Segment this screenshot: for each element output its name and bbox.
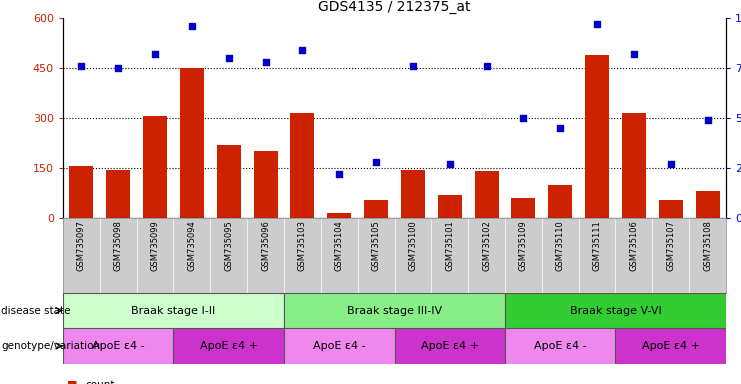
Bar [328, 213, 351, 218]
Bar [616, 328, 726, 364]
Text: Braak stage V-VI: Braak stage V-VI [570, 306, 662, 316]
Bar [438, 195, 462, 218]
Text: GSM735099: GSM735099 [150, 220, 159, 271]
Text: ■: ■ [67, 380, 77, 384]
Text: ApoE ε4 -: ApoE ε4 - [313, 341, 365, 351]
Text: GSM735108: GSM735108 [703, 220, 712, 271]
Text: GSM735109: GSM735109 [519, 220, 528, 271]
Text: disease state: disease state [1, 306, 71, 316]
Bar [364, 200, 388, 218]
Text: GSM735106: GSM735106 [629, 220, 639, 271]
Point [76, 63, 87, 69]
Text: GSM735100: GSM735100 [408, 220, 417, 271]
Bar [290, 113, 314, 218]
Point [223, 55, 235, 61]
Bar [511, 198, 536, 218]
Bar [217, 145, 241, 218]
Bar [70, 166, 93, 218]
Bar [622, 113, 646, 218]
Text: GSM735103: GSM735103 [298, 220, 307, 271]
Text: GSM735110: GSM735110 [556, 220, 565, 271]
Point [444, 161, 456, 167]
Bar [106, 170, 130, 218]
Bar [63, 293, 284, 328]
Point [370, 159, 382, 165]
Bar [63, 328, 173, 364]
Text: GSM735096: GSM735096 [261, 220, 270, 271]
Text: ApoE ε4 -: ApoE ε4 - [534, 341, 587, 351]
Text: GSM735105: GSM735105 [371, 220, 381, 271]
Point [591, 21, 603, 27]
Text: GSM735095: GSM735095 [225, 220, 233, 271]
Point [296, 47, 308, 53]
Bar [475, 171, 499, 218]
Text: GSM735094: GSM735094 [187, 220, 196, 271]
Text: count: count [85, 380, 115, 384]
Text: ApoE ε4 +: ApoE ε4 + [421, 341, 479, 351]
Text: GSM735102: GSM735102 [482, 220, 491, 271]
Bar [180, 68, 204, 218]
Point [665, 161, 677, 167]
Bar [659, 200, 682, 218]
Point [554, 125, 566, 131]
Text: GSM735098: GSM735098 [114, 220, 123, 271]
Point [149, 51, 161, 57]
Point [481, 63, 493, 69]
Text: genotype/variation: genotype/variation [1, 341, 101, 351]
Text: GSM735101: GSM735101 [445, 220, 454, 271]
Bar [173, 328, 284, 364]
Bar [284, 293, 505, 328]
Text: GDS4135 / 212375_at: GDS4135 / 212375_at [318, 0, 471, 14]
Point [702, 117, 714, 123]
Point [259, 59, 271, 65]
Text: GSM735097: GSM735097 [77, 220, 86, 271]
Bar [401, 170, 425, 218]
Bar [394, 328, 505, 364]
Bar [284, 328, 394, 364]
Text: Braak stage III-IV: Braak stage III-IV [347, 306, 442, 316]
Point [407, 63, 419, 69]
Bar [505, 293, 726, 328]
Bar [696, 191, 720, 218]
Point [517, 115, 529, 121]
Text: GSM735107: GSM735107 [666, 220, 675, 271]
Bar [505, 328, 616, 364]
Text: ApoE ε4 +: ApoE ε4 + [642, 341, 700, 351]
Bar [143, 116, 167, 218]
Text: GSM735111: GSM735111 [593, 220, 602, 271]
Point [186, 23, 198, 29]
Bar [585, 55, 609, 218]
Text: Braak stage I-II: Braak stage I-II [131, 306, 216, 316]
Bar [253, 151, 278, 218]
Text: ApoE ε4 -: ApoE ε4 - [92, 341, 144, 351]
Point [113, 65, 124, 71]
Point [333, 171, 345, 177]
Point [628, 51, 639, 57]
Text: GSM735104: GSM735104 [335, 220, 344, 271]
Bar [548, 185, 572, 218]
Text: ApoE ε4 +: ApoE ε4 + [200, 341, 258, 351]
